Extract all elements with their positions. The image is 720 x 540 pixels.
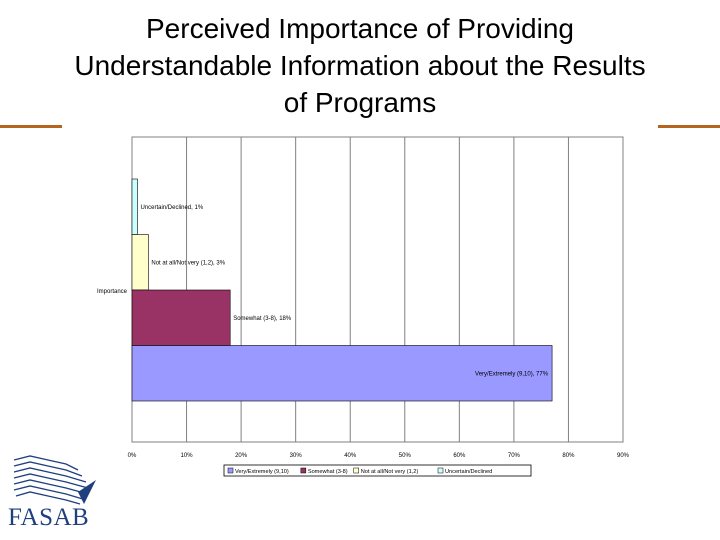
x-tick-label: 90% <box>617 453 630 459</box>
title-rule-right <box>658 125 720 128</box>
data-label: Somewhat (3-8), 18% <box>233 316 292 322</box>
legend-swatch <box>300 467 307 474</box>
bars <box>131 178 553 402</box>
bar-labels: Uncertain/Declined, 1% Not at all/Not ver… <box>140 205 548 378</box>
legend-label: Very/Extremely (9,10) <box>235 469 289 475</box>
legend: Very/Extremely (9,10) Somewhat (3-8) Not a… <box>223 464 532 477</box>
category-label: Importance <box>97 289 128 295</box>
slide-title: Perceived Importance of Providing Unders… <box>74 13 646 118</box>
bar <box>131 234 149 291</box>
data-label: Uncertain/Declined, 1% <box>140 205 203 211</box>
legend-swatch <box>353 467 359 474</box>
data-label: Not at all/Not very (1,2), 3% <box>151 260 225 266</box>
legend-swatch <box>227 467 234 474</box>
x-tick-label: 70% <box>508 453 521 459</box>
x-tick-label: 50% <box>399 453 412 459</box>
fasab-logo: FASAB <box>8 452 103 532</box>
legend-items: Very/Extremely (9,10) Somewhat (3-8) Not a… <box>227 467 492 475</box>
x-tick-label: 40% <box>344 453 357 459</box>
logo-text: FASAB <box>8 504 90 531</box>
legend-frame <box>223 464 532 477</box>
x-tick-labels: 0% 10% 20% 30% 40% 50% 60% 70% 80% 90% <box>128 453 630 459</box>
legend-label: Not at all/Not very (1,2) <box>361 469 419 475</box>
x-tick-label: 20% <box>235 453 248 459</box>
x-tick-label: 10% <box>181 453 194 459</box>
data-label: Very/Extremely (9,10), 77% <box>475 371 549 377</box>
legend-swatch <box>437 467 444 474</box>
x-tick-label: 80% <box>562 453 575 459</box>
fasab-emblem-icon <box>13 455 96 505</box>
x-tick-label: 30% <box>290 453 303 459</box>
legend-label: Somewhat (3-8) <box>308 469 348 475</box>
legend-label: Uncertain/Declined <box>445 469 492 475</box>
bar <box>131 178 138 235</box>
bar <box>131 289 231 346</box>
x-tick-label: 60% <box>453 453 466 459</box>
x-tick-label: 0% <box>128 453 137 459</box>
title-rule-left <box>0 125 62 128</box>
bar <box>131 345 553 402</box>
